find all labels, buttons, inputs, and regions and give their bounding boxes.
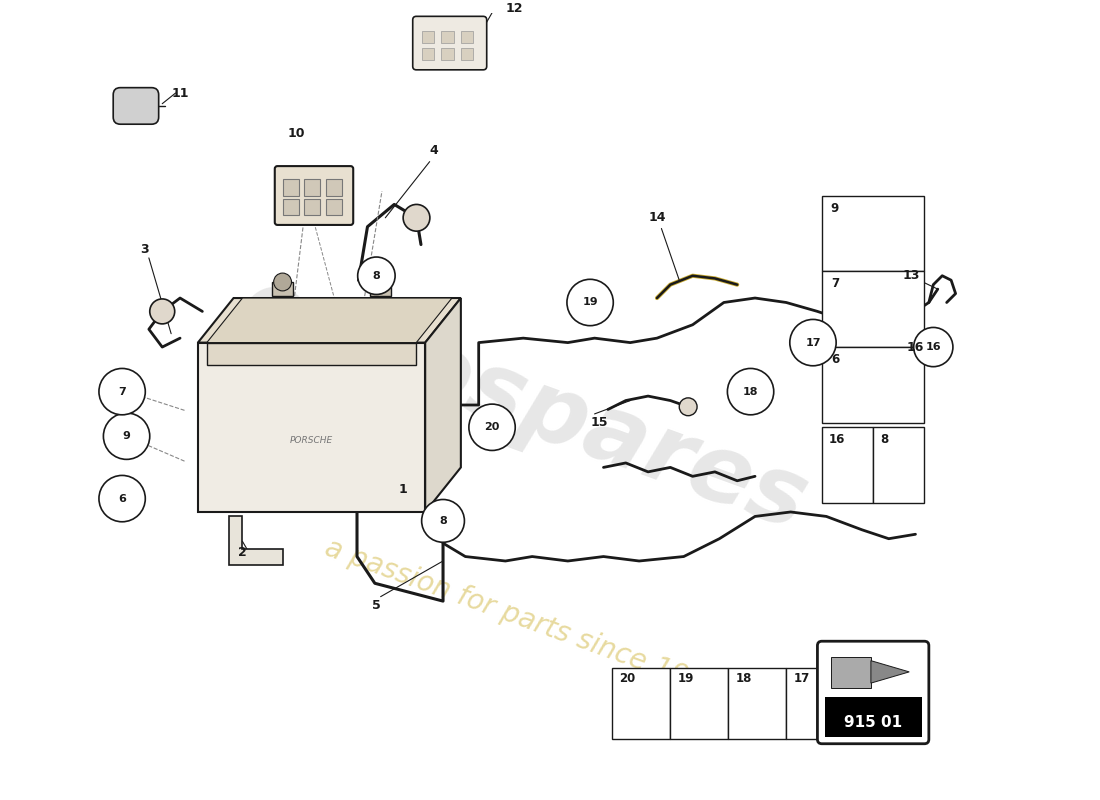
Bar	[421, 49, 434, 60]
Circle shape	[421, 499, 464, 542]
Text: 8: 8	[439, 516, 447, 526]
Bar	[613, 668, 670, 739]
Polygon shape	[830, 657, 871, 688]
Polygon shape	[871, 661, 910, 683]
Bar	[822, 427, 873, 503]
Bar	[283, 179, 299, 195]
Bar	[305, 199, 320, 215]
Text: 6: 6	[830, 353, 839, 366]
Bar	[822, 271, 924, 347]
Circle shape	[358, 257, 395, 294]
Bar	[873, 427, 924, 503]
Text: 9: 9	[830, 202, 839, 214]
Bar	[441, 31, 453, 43]
Bar	[283, 199, 299, 215]
Text: 8: 8	[880, 434, 889, 446]
Text: 4: 4	[430, 145, 439, 158]
Bar	[822, 347, 924, 423]
FancyBboxPatch shape	[817, 642, 928, 744]
Bar	[441, 49, 453, 60]
Text: 11: 11	[172, 86, 189, 99]
Circle shape	[790, 319, 836, 366]
Circle shape	[680, 398, 697, 416]
Text: 1: 1	[398, 483, 407, 496]
Circle shape	[103, 413, 150, 459]
Text: 3: 3	[140, 242, 148, 255]
Circle shape	[403, 205, 430, 231]
Polygon shape	[207, 298, 452, 342]
Text: 6: 6	[118, 492, 127, 505]
Text: 18: 18	[736, 672, 751, 686]
Bar	[305, 179, 320, 195]
Text: 19: 19	[582, 298, 598, 307]
Circle shape	[727, 369, 773, 415]
Text: 16: 16	[829, 434, 846, 446]
Text: 16: 16	[925, 342, 942, 352]
Bar	[326, 179, 342, 195]
Text: 12: 12	[506, 2, 524, 15]
Polygon shape	[198, 298, 461, 342]
Circle shape	[469, 404, 515, 450]
Polygon shape	[426, 298, 461, 512]
Text: 915 01: 915 01	[844, 715, 902, 730]
Text: 18: 18	[742, 386, 758, 397]
Circle shape	[99, 475, 145, 522]
Bar	[786, 668, 844, 739]
Circle shape	[914, 327, 953, 366]
Text: 5: 5	[372, 599, 381, 612]
Circle shape	[566, 279, 614, 326]
Text: 10: 10	[287, 126, 305, 140]
Circle shape	[99, 369, 145, 415]
Text: 14: 14	[648, 211, 666, 224]
Text: 17: 17	[805, 338, 821, 348]
Polygon shape	[229, 517, 283, 566]
Text: 20: 20	[619, 672, 636, 686]
Bar	[207, 342, 416, 365]
Bar	[728, 668, 786, 739]
Bar	[272, 282, 294, 296]
Bar	[198, 342, 426, 512]
Text: PORSCHE: PORSCHE	[290, 436, 333, 445]
FancyBboxPatch shape	[275, 166, 353, 225]
Text: 15: 15	[591, 416, 608, 430]
Bar	[326, 199, 342, 215]
Text: 16: 16	[906, 341, 924, 354]
Text: 19: 19	[678, 672, 694, 686]
Text: 6: 6	[118, 494, 127, 503]
Bar	[370, 282, 392, 296]
Bar	[822, 195, 924, 271]
Text: 8: 8	[373, 270, 381, 281]
Bar	[670, 668, 728, 739]
Bar	[461, 49, 473, 60]
Text: 17: 17	[793, 672, 810, 686]
Text: eurospares: eurospares	[227, 259, 820, 550]
Text: a passion for parts since 1995: a passion for parts since 1995	[321, 534, 725, 704]
FancyBboxPatch shape	[113, 88, 158, 124]
Circle shape	[274, 273, 292, 291]
Bar	[825, 698, 922, 737]
Text: 13: 13	[902, 270, 920, 282]
Circle shape	[150, 299, 175, 324]
Circle shape	[372, 273, 389, 291]
Text: 7: 7	[118, 386, 127, 397]
Bar	[461, 31, 473, 43]
FancyBboxPatch shape	[412, 16, 486, 70]
Text: 20: 20	[484, 422, 499, 432]
Text: 9: 9	[122, 431, 131, 441]
Text: 7: 7	[830, 278, 839, 290]
Text: 2: 2	[238, 546, 246, 558]
Bar	[421, 31, 434, 43]
